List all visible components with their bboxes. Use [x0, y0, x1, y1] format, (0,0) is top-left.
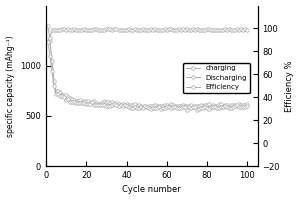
Efficiency	[165, 29, 169, 31]
Discharging	[238, 106, 241, 108]
charging	[165, 104, 169, 106]
charging	[85, 100, 88, 103]
charging	[246, 103, 249, 105]
charging	[92, 100, 96, 102]
Legend: charging, Discharging, Efficiency: charging, Discharging, Efficiency	[183, 63, 250, 93]
Efficiency	[85, 28, 88, 31]
charging	[191, 106, 195, 108]
charging	[46, 24, 50, 27]
Efficiency	[46, 41, 50, 43]
Efficiency	[230, 28, 233, 31]
Discharging	[92, 104, 96, 106]
X-axis label: Cycle number: Cycle number	[122, 185, 181, 194]
Efficiency	[92, 28, 96, 30]
Discharging	[185, 109, 189, 111]
Efficiency	[240, 28, 243, 30]
Discharging	[232, 105, 235, 108]
Efficiency	[246, 28, 249, 31]
Y-axis label: specific capacity (mAhg⁻¹): specific capacity (mAhg⁻¹)	[6, 35, 15, 137]
Discharging	[85, 103, 88, 105]
charging	[149, 105, 152, 107]
Line: Efficiency: Efficiency	[46, 27, 249, 44]
charging	[232, 103, 235, 106]
Line: charging: charging	[46, 24, 249, 109]
Discharging	[46, 39, 50, 42]
charging	[238, 103, 241, 105]
Discharging	[165, 106, 169, 108]
Discharging	[149, 108, 152, 110]
Efficiency	[236, 28, 239, 31]
Line: Discharging: Discharging	[46, 39, 249, 112]
Efficiency	[149, 28, 152, 30]
Y-axis label: Efficiency %: Efficiency %	[285, 60, 294, 112]
Discharging	[246, 105, 249, 107]
